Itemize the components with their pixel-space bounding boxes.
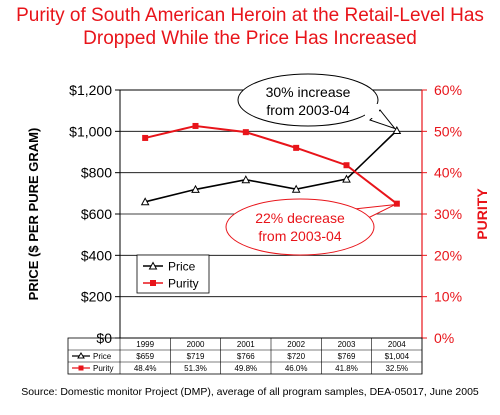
callout-purity-line-2: from 2003-04 — [258, 228, 341, 244]
x-tick-label: 2000 — [187, 340, 205, 349]
data-table-key-marker — [78, 365, 84, 371]
source-note: Source: Domestic monitor Project (DMP), … — [21, 386, 479, 398]
data-point-purity — [293, 144, 300, 151]
left-axis-title: PRICE ($ PER PURE GRAM) — [26, 128, 41, 301]
series-line-purity — [144, 124, 398, 205]
x-tick-label: 2003 — [338, 340, 356, 349]
left-tick-label: $400 — [81, 247, 112, 263]
legend-swatch-marker — [150, 280, 156, 286]
left-tick-label: $200 — [81, 289, 112, 305]
right-tick-label: 10% — [434, 289, 462, 305]
right-tick-label: 30% — [434, 206, 462, 222]
chart-title-line-2: Dropped While the Price Has Increased — [83, 28, 417, 49]
legend-label: Price — [168, 260, 196, 274]
data-table-cell: $659 — [136, 352, 154, 361]
data-table-cell: $1,004 — [385, 352, 410, 361]
data-table-cell: 48.4% — [134, 364, 157, 373]
callout-price — [237, 73, 379, 127]
data-table-cell: 51.3% — [184, 364, 207, 373]
legend — [136, 254, 210, 294]
left-tick-label: $600 — [81, 206, 112, 222]
data-point-price — [241, 175, 251, 184]
data-point-price — [191, 184, 200, 193]
data-table-series-name: Purity — [93, 364, 113, 373]
callout-price-line-1: 30% increase — [266, 84, 351, 100]
chart-title-line-1: Purity of South American Heroin at the R… — [16, 5, 484, 26]
right-tick-label: 0% — [434, 330, 454, 346]
x-tick-label: 2001 — [237, 340, 255, 349]
data-table-cell: 32.5% — [385, 364, 408, 373]
left-tick-label: $800 — [81, 165, 112, 181]
data-table-cell: $720 — [287, 352, 305, 361]
right-tick-label: 20% — [434, 247, 462, 263]
callout-purity-line-1: 22% decrease — [255, 210, 345, 226]
left-tick-label: $1,200 — [69, 82, 112, 98]
data-point-purity — [242, 129, 249, 136]
data-point-price — [392, 125, 402, 135]
right-tick-label: 40% — [434, 165, 462, 181]
data-point-purity — [192, 122, 199, 129]
data-table-key-marker — [77, 352, 85, 359]
callout-purity — [225, 198, 375, 256]
callout-tail-joint — [365, 104, 379, 118]
x-tick-label: 1999 — [136, 340, 154, 349]
data-point-purity — [393, 200, 400, 207]
legend-swatch-marker — [148, 261, 158, 270]
data-point-purity — [142, 134, 149, 141]
data-point-price — [140, 197, 150, 206]
chart-title: Purity of South American Heroin at the R… — [0, 4, 500, 50]
data-point-price — [291, 184, 301, 193]
legend-label: Purity — [168, 277, 199, 291]
right-tick-label: 60% — [434, 82, 462, 98]
data-point-price — [342, 174, 351, 183]
data-table-cell: 46.0% — [285, 364, 308, 373]
data-table-cell: $719 — [187, 352, 205, 361]
right-axis-title: PURITY — [474, 188, 490, 240]
right-tick-label: 50% — [434, 123, 462, 139]
data-point-purity — [343, 162, 350, 169]
left-tick-label: $1,000 — [69, 123, 112, 139]
data-table-cell: $769 — [338, 352, 356, 361]
x-tick-label: 2002 — [287, 340, 305, 349]
data-table-cell: $766 — [237, 352, 255, 361]
callout-price-line-2: from 2003-04 — [266, 102, 349, 118]
data-table-cell: 49.8% — [234, 364, 257, 373]
data-table-series-name: Price — [93, 352, 112, 361]
data-table-cell: 41.8% — [335, 364, 358, 373]
x-tick-label: 2004 — [388, 340, 406, 349]
